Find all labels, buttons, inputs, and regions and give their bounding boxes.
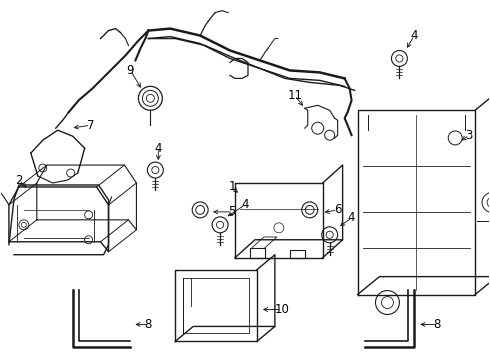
Text: 8: 8 bbox=[145, 318, 152, 331]
Text: 4: 4 bbox=[241, 198, 249, 211]
Text: 4: 4 bbox=[411, 29, 418, 42]
Text: 7: 7 bbox=[87, 119, 95, 132]
Text: 6: 6 bbox=[334, 203, 342, 216]
Text: 1: 1 bbox=[228, 180, 236, 193]
Text: 4: 4 bbox=[154, 141, 162, 155]
Text: 11: 11 bbox=[287, 89, 302, 102]
Text: 5: 5 bbox=[228, 205, 236, 219]
Text: 8: 8 bbox=[434, 318, 441, 331]
Text: 9: 9 bbox=[127, 64, 134, 77]
Text: 2: 2 bbox=[15, 174, 23, 186]
Text: 3: 3 bbox=[466, 129, 473, 142]
Text: 10: 10 bbox=[274, 303, 289, 316]
Text: 4: 4 bbox=[348, 211, 355, 224]
